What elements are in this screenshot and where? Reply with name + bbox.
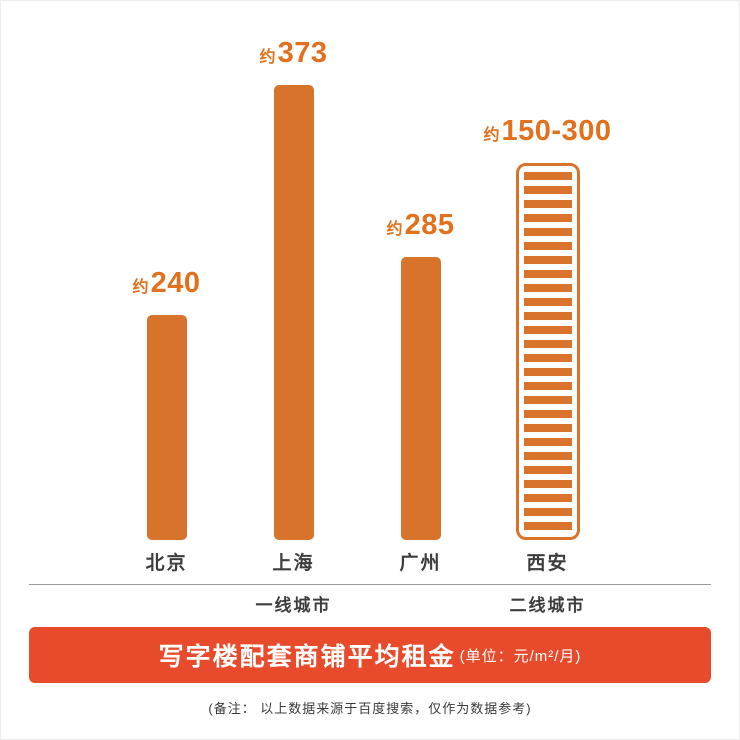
city-label-xian: 西安 [526,552,569,574]
group-label-tier1: 一线城市 [255,595,332,615]
bar-xian-striped [515,163,580,540]
value-label-shanghai: 约 373 [260,37,328,70]
chart-unit-label: (单位：元/m²/月) [459,647,582,665]
value-number: 240 [150,267,201,299]
data-source-note: (备注： 以上数据来源于百度搜索，仅作为数据参考) [208,701,532,716]
approx-prefix: 约 [132,279,149,296]
group-labels-row: 一线城市 二线城市 [1,585,713,621]
divider-line [29,584,711,585]
bar-chart: 约 240 北京 约 373 上海 约 285 广州 约 1 [1,37,713,582]
bar-column-guangzhou: 约 285 广州 [357,209,484,582]
value-number: 285 [404,209,455,241]
approx-prefix: 约 [483,127,500,144]
bar-column-shanghai: 约 373 上海 [230,37,357,582]
city-label-guangzhou: 广州 [399,552,442,574]
bar-guangzhou [400,257,441,540]
group-label-tier2: 二线城市 [509,595,586,615]
chart-title: 写字楼配套商铺平均租金 [158,643,456,671]
title-banner: 写字楼配套商铺平均租金 (单位：元/m²/月) [29,627,711,683]
value-number: 150-300 [501,115,612,147]
value-label-beijing: 约 240 [133,267,201,300]
city-label-shanghai: 上海 [272,552,315,574]
bar-column-xian: 约 150-300 西安 [484,115,611,582]
bar-stripes [523,172,572,531]
bar-column-beijing: 约 240 北京 [103,267,230,582]
city-label-beijing: 北京 [145,552,188,574]
value-label-xian: 约 150-300 [484,115,612,148]
approx-prefix: 约 [259,49,276,66]
bar-beijing [146,315,187,540]
bar-shanghai [273,85,314,540]
value-label-guangzhou: 约 285 [387,209,455,242]
value-number: 373 [277,37,328,69]
approx-prefix: 约 [386,221,403,238]
